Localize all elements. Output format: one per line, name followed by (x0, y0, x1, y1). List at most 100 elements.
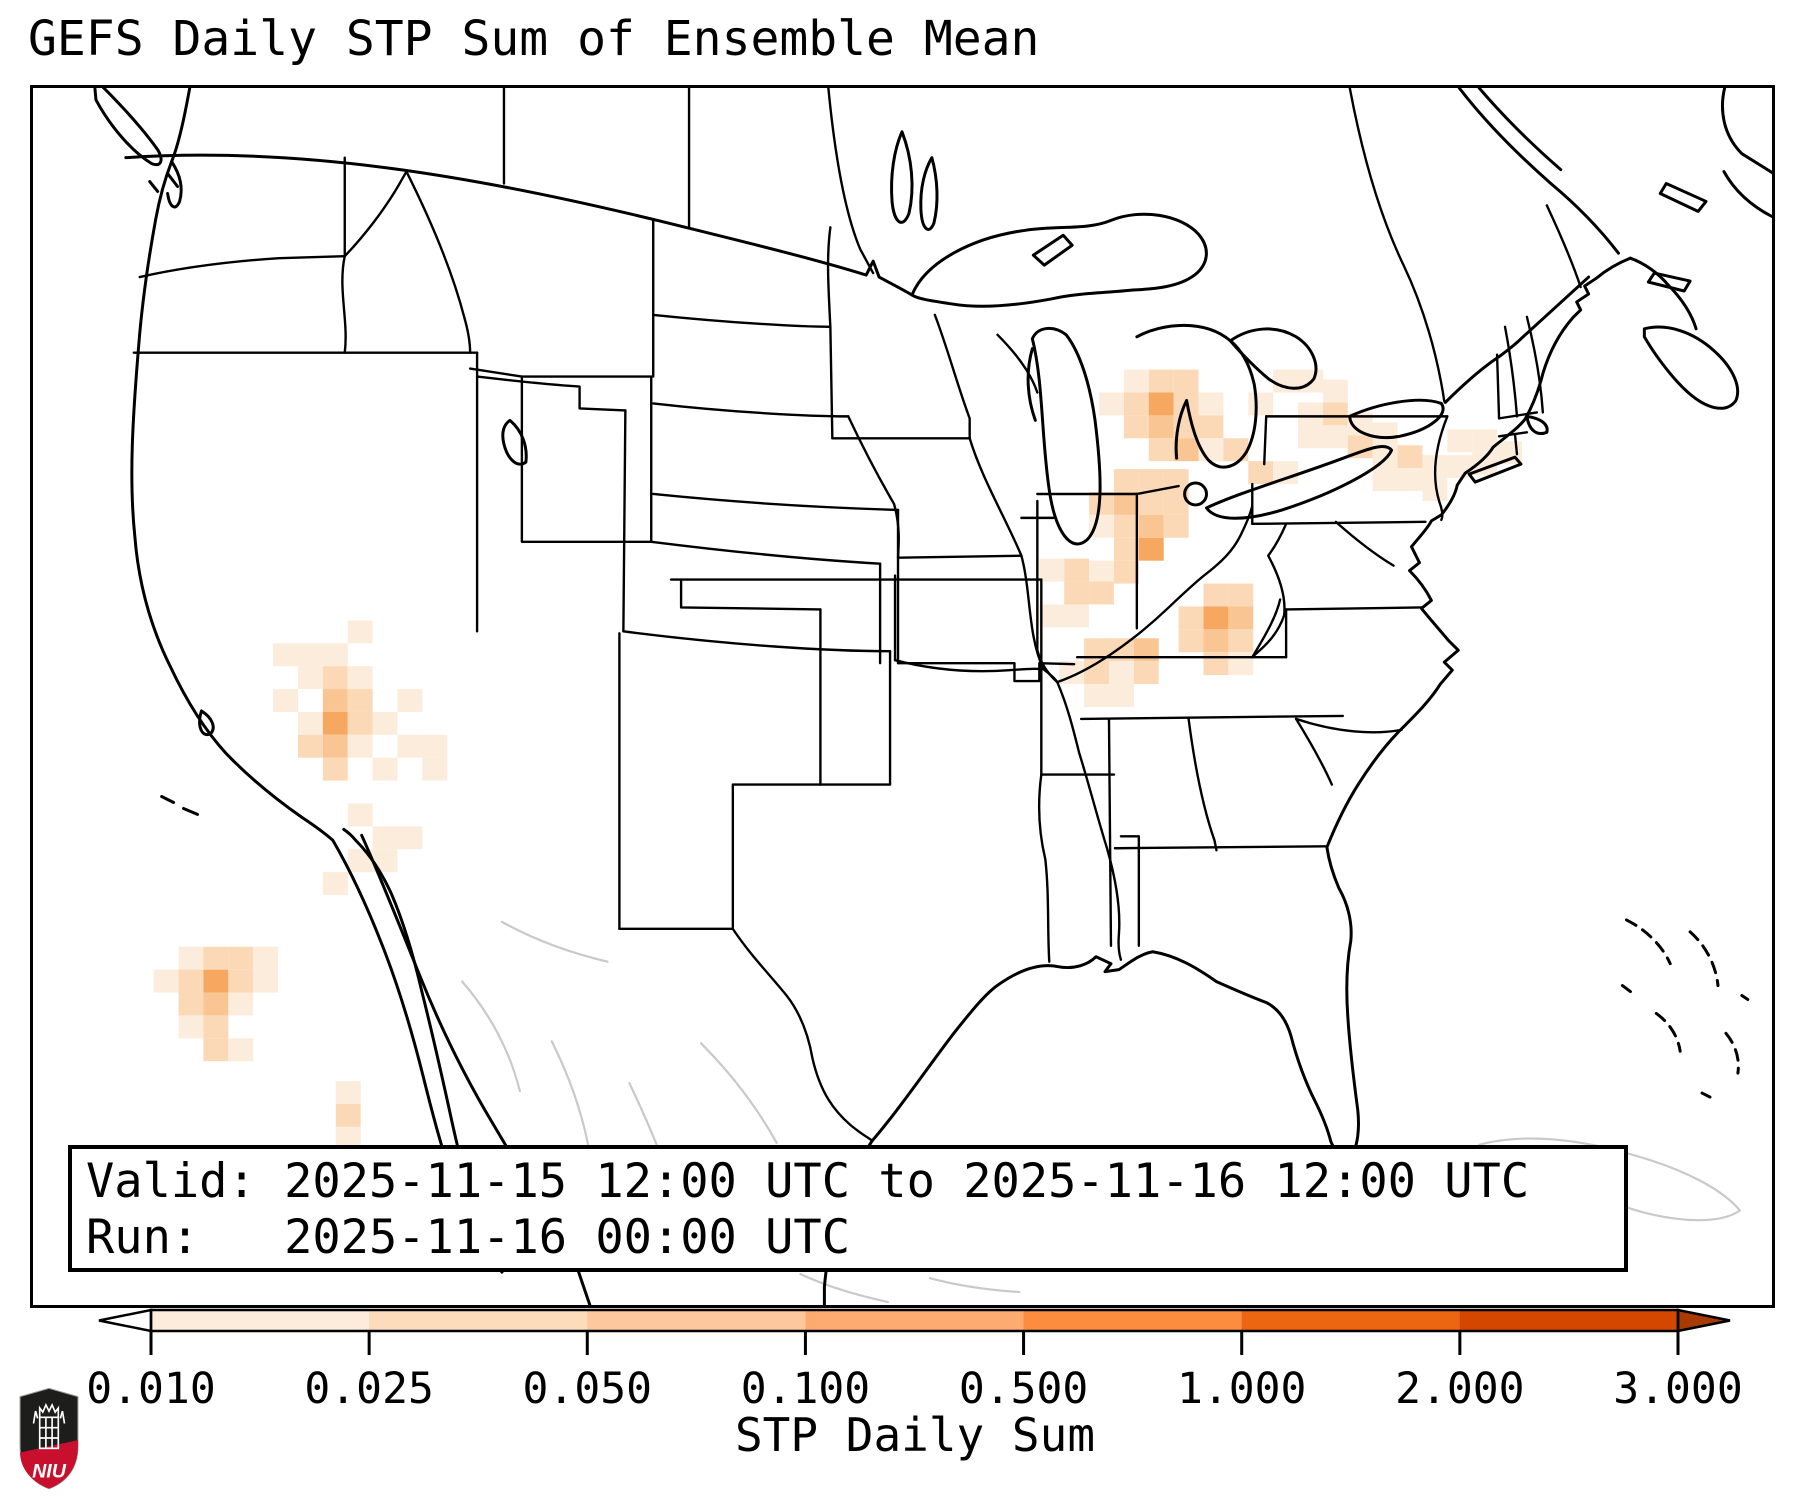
stp-grid-cell (1173, 438, 1199, 462)
stp-grid-cell (203, 1015, 229, 1039)
stp-grid-cell (1223, 438, 1249, 462)
stp-grid-cell (1089, 560, 1114, 584)
stp-grid-cell (1084, 684, 1109, 707)
stp-grid-cell (1322, 425, 1348, 449)
stp-grid-cell (1198, 415, 1224, 439)
stp-grid-cell (1148, 438, 1174, 462)
stp-grid-cell (322, 643, 348, 667)
stp-grid-cell (178, 969, 204, 993)
stp-grid-cell (1039, 558, 1065, 582)
stp-grid-cell (1372, 422, 1398, 446)
coastlines (93, 88, 1772, 1305)
stp-grid-cell (1198, 392, 1224, 416)
conus-map (93, 88, 1772, 1305)
stp-grid-cell (1447, 429, 1473, 453)
stp-grid-cell (1064, 558, 1090, 582)
colorbar-tick-label: 0.050 (523, 1364, 652, 1414)
stp-grid-cell (253, 946, 279, 970)
colorbar-segment (1459, 1310, 1679, 1331)
stp-grid-cell (228, 946, 254, 970)
stp-grid-cell (347, 689, 373, 712)
stp-grid-cell (1089, 581, 1114, 605)
run-time-text: Run: 2025-11-16 00:00 UTC (86, 1210, 851, 1265)
niu-logo: NIU (19, 1387, 79, 1490)
stp-grid-cell (1178, 606, 1204, 630)
stp-grid-cell (347, 803, 373, 827)
stp-grid-cell (372, 826, 398, 850)
stp-grid-cell (1123, 369, 1149, 393)
stp-grid-cell (1108, 684, 1134, 707)
timestamp-box: Valid: 2025-11-15 12:00 UTC to 2025-11-1… (68, 1145, 1628, 1272)
stp-grid-cell (203, 969, 229, 993)
colorbar-tick-label: 0.025 (304, 1364, 433, 1414)
stp-grid-cell (347, 620, 373, 644)
colorbar-segment (151, 1310, 370, 1331)
stp-grid-cell (1163, 469, 1189, 493)
stp-grid-cell (1113, 560, 1139, 584)
colorbar-segment (1023, 1310, 1243, 1331)
stp-grid-cell (347, 666, 373, 690)
stp-grid-cell (1138, 514, 1164, 538)
stp-grid-cell (1064, 604, 1090, 628)
stp-grid-cell (397, 826, 423, 850)
stp-grid-cell (1064, 581, 1090, 605)
stp-grid-cell (1273, 461, 1299, 485)
stp-grid-cell (1108, 638, 1134, 662)
stp-grid-cell (178, 1015, 204, 1039)
colorbar: 0.010 0.025 0.050 0.100 0.500 1.000 2.000 3.000 (86, 1308, 1743, 1414)
stp-grid-cell (1113, 537, 1139, 561)
colorbar-axis-label: STP Daily Sum (734, 1408, 1096, 1462)
stp-heat-layer (153, 369, 1522, 1150)
stp-grid-cell (372, 711, 398, 735)
colorbar-scale: 0.010 0.025 0.050 0.100 0.500 1.000 2.000 3.000 (86, 1308, 1743, 1414)
stp-grid-cell (1123, 392, 1149, 416)
stp-grid-cell (1113, 492, 1139, 515)
colorbar-tick-label: 2.000 (1395, 1364, 1524, 1414)
colorbar-tick-label: 3.000 (1613, 1364, 1742, 1414)
stp-grid-cell (1372, 468, 1398, 492)
stp-grid-cell (347, 711, 373, 735)
stp-grid-cell (297, 666, 323, 690)
stp-grid-cell (322, 734, 348, 758)
stp-grid-cell (1148, 392, 1174, 416)
stp-grid-cell (178, 992, 204, 1016)
stp-grid-cell (1138, 492, 1164, 515)
stp-grid-cell (1248, 392, 1274, 416)
bahamas-dashed (1620, 918, 1750, 1099)
stp-grid-cell (335, 1103, 361, 1127)
colorbar-tick-label: 0.100 (741, 1364, 870, 1414)
stp-grid-cell (1108, 661, 1134, 685)
stp-grid-cell (1397, 445, 1423, 469)
colorbar-segment (1241, 1310, 1461, 1331)
stp-grid-cell (397, 689, 423, 712)
stp-grid-cell (335, 1126, 361, 1150)
niu-red-band (20, 1440, 78, 1489)
stp-grid-cell (335, 1081, 361, 1104)
stp-grid-cell (1113, 469, 1139, 493)
stp-grid-cell (1228, 629, 1254, 653)
stp-grid-cell (1322, 402, 1348, 426)
map-frame (30, 85, 1775, 1308)
stp-grid-cell (1228, 652, 1254, 676)
stp-grid-cell (1248, 461, 1274, 485)
colorbar-outline (149, 1308, 1680, 1333)
stp-grid-cell (322, 757, 348, 781)
colorbar-segment (805, 1310, 1025, 1331)
stp-grid-cell (1178, 629, 1204, 653)
stp-grid-cell (372, 757, 398, 781)
stp-grid-cell (1203, 606, 1229, 630)
niu-castle-icon (32, 1402, 66, 1450)
stp-grid-cell (297, 643, 323, 667)
stp-grid-cell (1133, 638, 1159, 662)
stp-grid-cell (253, 969, 279, 993)
valid-time-text: Valid: 2025-11-15 12:00 UTC to 2025-11-1… (86, 1154, 1530, 1209)
stp-grid-cell (322, 666, 348, 690)
colorbar-tick-label: 0.500 (959, 1364, 1088, 1414)
niu-logo-text: NIU (32, 1460, 67, 1482)
stp-grid-cell (1173, 369, 1199, 393)
stp-grid-cell (1298, 402, 1323, 426)
stp-grid-cell (1138, 469, 1164, 493)
stp-grid-cell (297, 711, 323, 735)
stp-grid-cell (1347, 412, 1373, 436)
